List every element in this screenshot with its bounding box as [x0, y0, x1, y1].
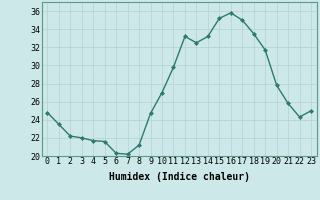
X-axis label: Humidex (Indice chaleur): Humidex (Indice chaleur) [109, 172, 250, 182]
